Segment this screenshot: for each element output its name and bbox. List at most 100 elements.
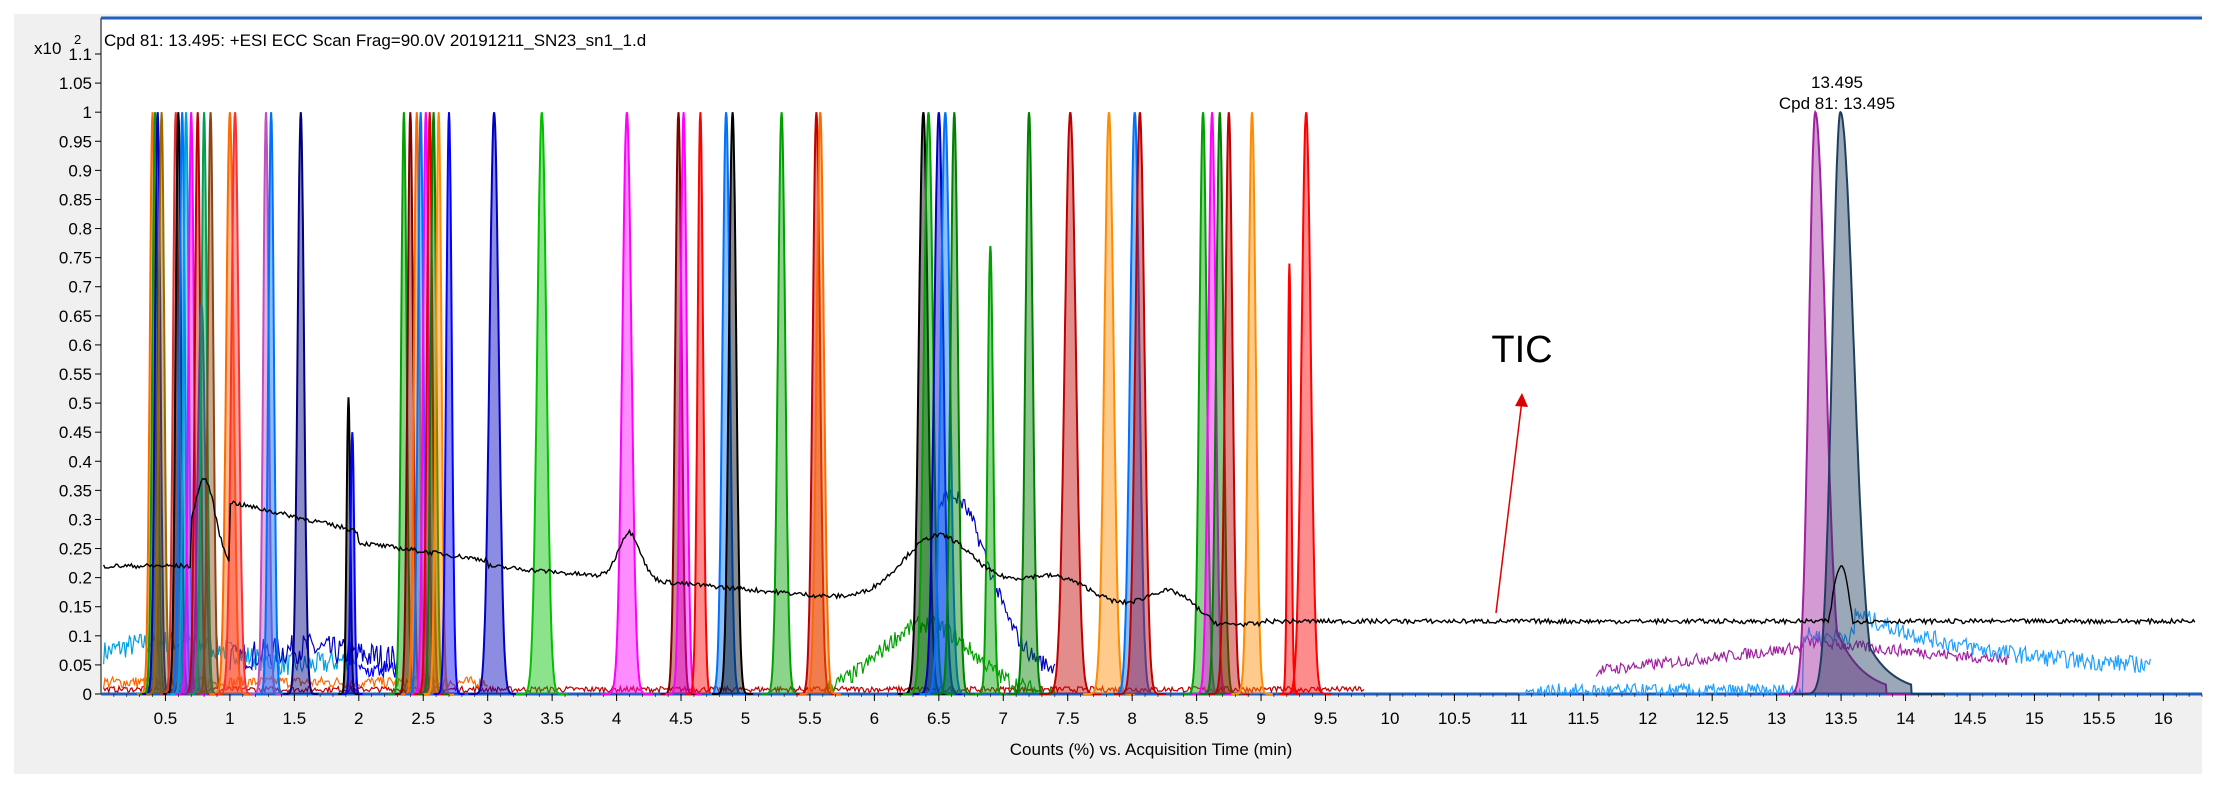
x-tick-label: 2.5 [411,709,435,728]
peak-area [660,112,697,694]
peak-area [919,112,971,694]
peak-area [1008,112,1050,694]
peak-line [468,112,520,695]
y-tick-label: 1.1 [68,45,92,64]
peak-line [974,245,1006,695]
y-tick-label: 0 [83,685,92,704]
peak-line [423,112,455,695]
peak-area [902,112,955,694]
peak-area [1114,112,1166,694]
x-tick-label: 3.5 [540,709,564,728]
peak-line [601,112,653,695]
peak-line [1182,112,1224,695]
y-tick-label: 0.55 [59,365,92,384]
peak-area [146,112,177,694]
peak-area [418,112,449,694]
y-tick-label: 0.5 [68,394,92,413]
x-tick-label: 14.5 [1953,709,1986,728]
trace-noise-lightblue [1518,608,2151,697]
trace-noise-purple [1595,635,2010,677]
peak-area [1231,112,1273,694]
y-tick-label: 0.25 [59,540,92,559]
peak-area [974,246,1006,694]
peak-area [1039,112,1102,694]
x-tick-label: 9 [1256,709,1265,728]
trace-noise-navy-2 [938,489,1056,674]
x-tick-group: 0.5 1 1.5 2 2.5 3 3.5 4 4.5 5 5.5 6 6.5 7 7.5 8 8.5 9 9.5 1… [113,694,2203,728]
peak-area [601,112,653,694]
trace-noise-blue-2 [358,661,399,679]
peak-line [1208,112,1250,695]
y-tick-label: 0.45 [59,423,92,442]
x-tick-label: 13 [1767,709,1786,728]
y-tick-label: 0.1 [68,627,92,646]
peak-area [1191,112,1233,694]
peak-area [1182,112,1224,694]
y-tick-label: 0.75 [59,249,92,268]
peak-area [665,112,702,694]
peak-line [516,112,568,695]
x-axis-label: Counts (%) vs. Acquisition Time (min) [1010,740,1292,759]
peak-area [250,112,282,694]
peak-area [170,112,202,694]
y-tick-label: 0.4 [68,452,92,471]
peak-line [1231,112,1273,695]
x-tick-label: 12 [1638,709,1657,728]
peak-area [684,112,716,694]
tic-trace-group [102,477,2196,628]
peak-area [913,112,965,694]
peak-line [919,112,971,695]
peak-line [1083,112,1135,695]
x-tick-label: 11 [1510,709,1528,728]
peak-area [468,112,520,694]
x-tick-label: 15 [2025,709,2044,728]
peak-area [394,112,426,694]
peak-area [388,112,420,694]
peak-line [214,112,256,695]
peak-line [665,112,702,695]
x-tick-label: 4.5 [669,709,693,728]
x-tick-label: 6.5 [927,709,951,728]
peak-area [175,112,207,694]
peak-area [214,112,256,694]
peak-area [1779,112,1910,694]
trace-noise-navy [229,632,399,673]
y-tick-label: 0.05 [59,656,92,675]
chart-title: Cpd 81: 13.495: +ESI ECC Scan Frag=90.0V… [104,31,646,50]
peak-area [1794,112,1945,694]
x-tick-label: 7.5 [1056,709,1080,728]
peak-label-cpd: Cpd 81: 13.495 [1779,94,1895,113]
peak-line [1280,112,1332,695]
peak-area [180,304,223,694]
annotation-arrow-line [1495,399,1523,614]
y-tick-label: 0.8 [68,220,92,239]
x-tick-label: 5 [741,709,750,728]
x-tick-label: 9.5 [1314,709,1338,728]
trace-noise-green [822,615,1056,697]
peak-line [1191,112,1233,695]
x-tick-label: 5.5 [798,709,822,728]
peak-line [933,112,975,695]
peak-line [1794,110,1945,695]
x-tick-label: 8 [1127,709,1136,728]
tic-trace [102,477,2196,628]
peak-line [799,112,841,695]
peak-area [182,112,214,694]
peak-area [1199,112,1241,694]
x-tick-label: 4 [612,709,621,728]
y-tick-label: 0.35 [59,481,92,500]
y-tick-group: 0 0.05 0.1 0.15 0.2 0.25 0.3 0.35 0.4 0.45 0.5 0.55… [59,45,101,704]
y-tick-label: 0.6 [68,336,92,355]
x-tick-label: 10 [1380,709,1399,728]
peak-area [799,112,841,694]
peak-line [250,112,281,695]
peak-area [933,112,975,694]
peak-area [760,112,803,694]
x-tick-label: 0.5 [154,709,178,728]
peak-area [516,112,568,694]
x-tick-label: 16 [2154,709,2173,728]
x-tick-label: 8.5 [1185,709,1209,728]
peak-line [433,112,465,695]
